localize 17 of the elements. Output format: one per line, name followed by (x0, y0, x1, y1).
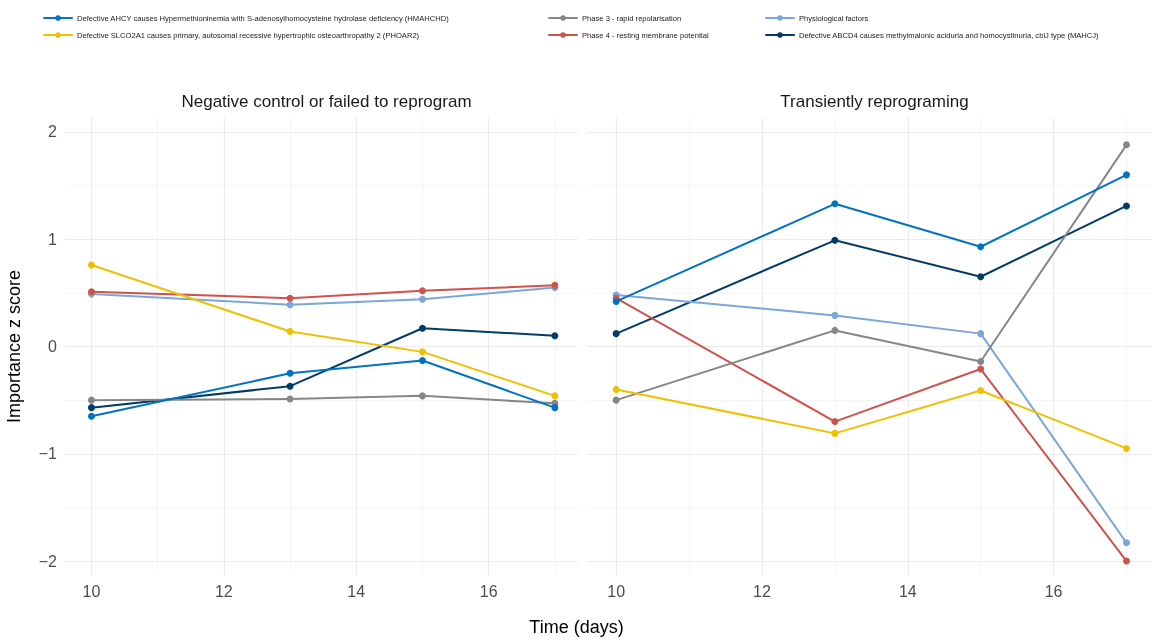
x-tick-label: 14 (347, 582, 366, 600)
x-tick-label: 12 (214, 582, 233, 600)
x-tick-label: 16 (479, 582, 498, 600)
x-axis-title: Time (days) (529, 617, 624, 637)
x-tick-label: 12 (753, 582, 771, 600)
x-tick-label: 10 (607, 582, 626, 600)
y-tick-label: 2 (48, 123, 58, 141)
x-tick-label: 10 (82, 582, 101, 600)
y-tick-label: 0 (48, 338, 58, 355)
chart-title: Negative control or failed to reprogram (181, 92, 472, 111)
y-tick-label: 1 (48, 230, 58, 248)
x-tick-label: 14 (898, 582, 917, 600)
y-tick-label: −2 (38, 552, 58, 570)
chart-title: Transiently reprograming (780, 92, 969, 111)
y-tick-label: −1 (38, 445, 58, 463)
x-tick-label: 16 (1044, 582, 1063, 600)
y-axis-title: Importance z score (4, 269, 24, 424)
